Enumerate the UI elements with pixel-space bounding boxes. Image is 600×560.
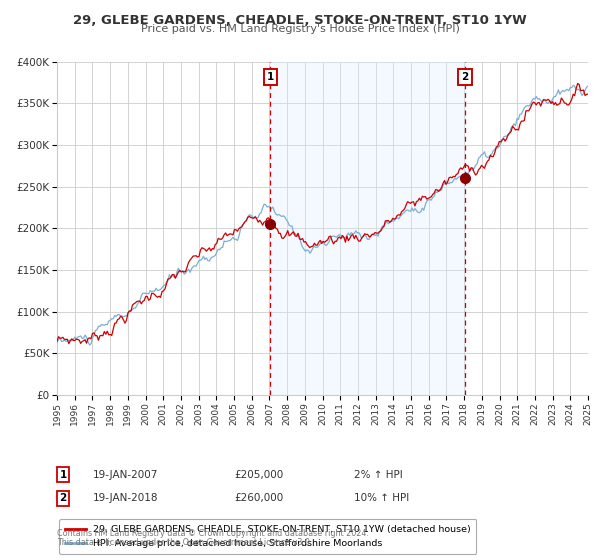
Text: 19-JAN-2018: 19-JAN-2018 <box>93 493 158 503</box>
Text: 2: 2 <box>461 72 469 82</box>
Text: 19-JAN-2007: 19-JAN-2007 <box>93 470 158 480</box>
Text: This data is licensed under the Open Government Licence v3.0.: This data is licensed under the Open Gov… <box>57 538 313 547</box>
Text: 2: 2 <box>59 493 67 503</box>
Text: 10% ↑ HPI: 10% ↑ HPI <box>354 493 409 503</box>
Bar <box>270 62 465 395</box>
Text: £205,000: £205,000 <box>234 470 283 480</box>
Legend: 29, GLEBE GARDENS, CHEADLE, STOKE-ON-TRENT, ST10 1YW (detached house), HPI: Aver: 29, GLEBE GARDENS, CHEADLE, STOKE-ON-TRE… <box>59 520 476 553</box>
Text: 29, GLEBE GARDENS, CHEADLE, STOKE-ON-TRENT, ST10 1YW: 29, GLEBE GARDENS, CHEADLE, STOKE-ON-TRE… <box>73 14 527 27</box>
Text: 1: 1 <box>59 470 67 480</box>
Text: Price paid vs. HM Land Registry's House Price Index (HPI): Price paid vs. HM Land Registry's House … <box>140 24 460 34</box>
Text: 1: 1 <box>266 72 274 82</box>
Text: 2% ↑ HPI: 2% ↑ HPI <box>354 470 403 480</box>
Text: Contains HM Land Registry data © Crown copyright and database right 2024.: Contains HM Land Registry data © Crown c… <box>57 529 369 538</box>
Text: £260,000: £260,000 <box>234 493 283 503</box>
